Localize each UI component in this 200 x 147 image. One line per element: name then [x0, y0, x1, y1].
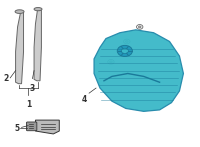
FancyBboxPatch shape [27, 122, 37, 131]
Circle shape [137, 25, 143, 29]
Text: 3: 3 [29, 84, 35, 93]
Polygon shape [94, 30, 183, 111]
Text: 5: 5 [14, 124, 20, 133]
Ellipse shape [34, 7, 42, 11]
Circle shape [125, 40, 128, 42]
Text: 1: 1 [26, 100, 31, 109]
Polygon shape [34, 10, 41, 81]
Polygon shape [16, 12, 24, 84]
Circle shape [121, 48, 128, 54]
Circle shape [110, 61, 112, 63]
Ellipse shape [15, 10, 24, 13]
Circle shape [124, 39, 130, 44]
Circle shape [117, 45, 132, 56]
Circle shape [138, 26, 141, 28]
Polygon shape [35, 120, 59, 134]
Text: 4: 4 [82, 95, 87, 104]
Circle shape [108, 60, 114, 64]
Text: 2: 2 [3, 74, 8, 83]
